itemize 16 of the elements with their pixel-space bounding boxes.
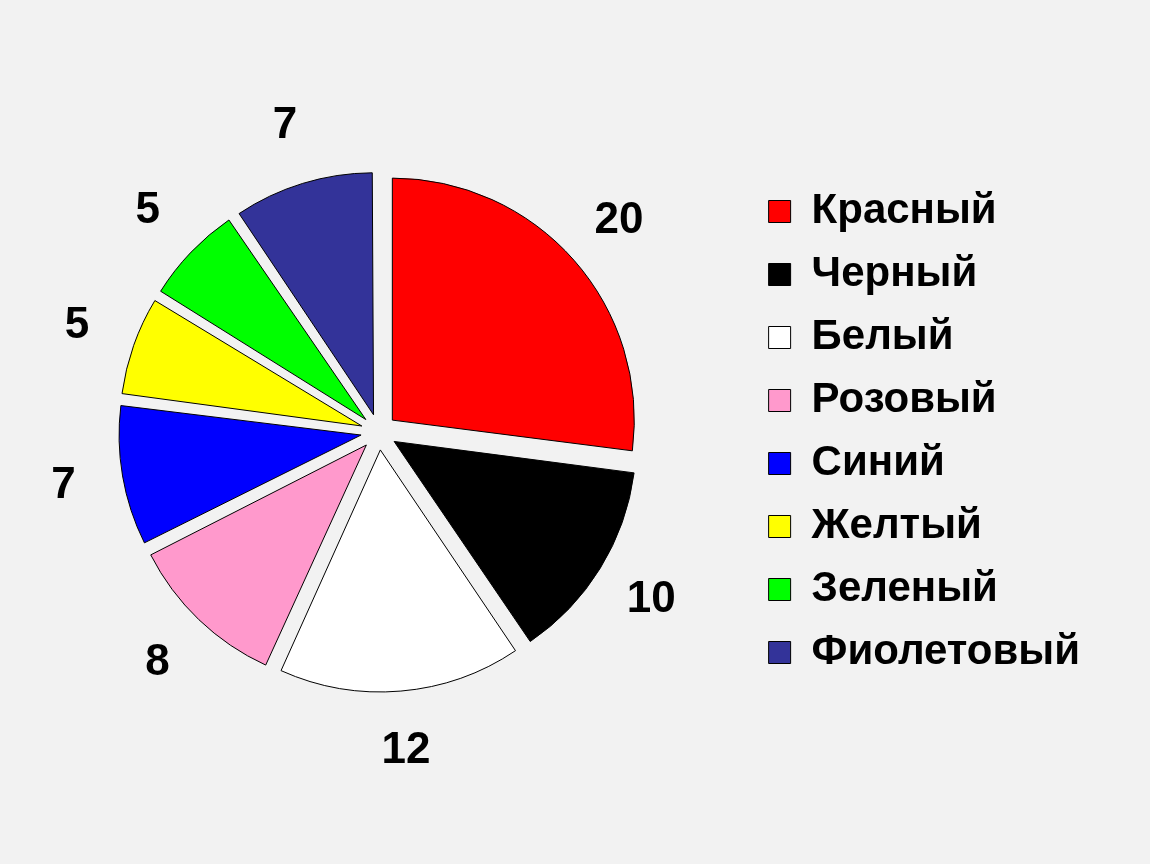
legend-label: Фиолетовый (811, 626, 1080, 674)
legend-label: Черный (811, 248, 978, 296)
legend-label: Зеленый (811, 563, 998, 611)
data-label: 5 (135, 182, 161, 232)
data-label: 7 (51, 458, 76, 508)
data-label: 7 (272, 98, 298, 148)
data-label: 12 (381, 722, 431, 772)
legend-label: Розовый (811, 374, 997, 422)
legend-label: Желтый (810, 500, 982, 548)
data-label: 8 (145, 635, 170, 685)
data-label: 20 (594, 192, 644, 242)
legend-label: Красный (811, 185, 997, 233)
data-label: 5 (64, 297, 90, 347)
data-label: 10 (626, 571, 676, 621)
legend-label: Синий (811, 437, 945, 485)
legend-label: Белый (811, 311, 954, 359)
